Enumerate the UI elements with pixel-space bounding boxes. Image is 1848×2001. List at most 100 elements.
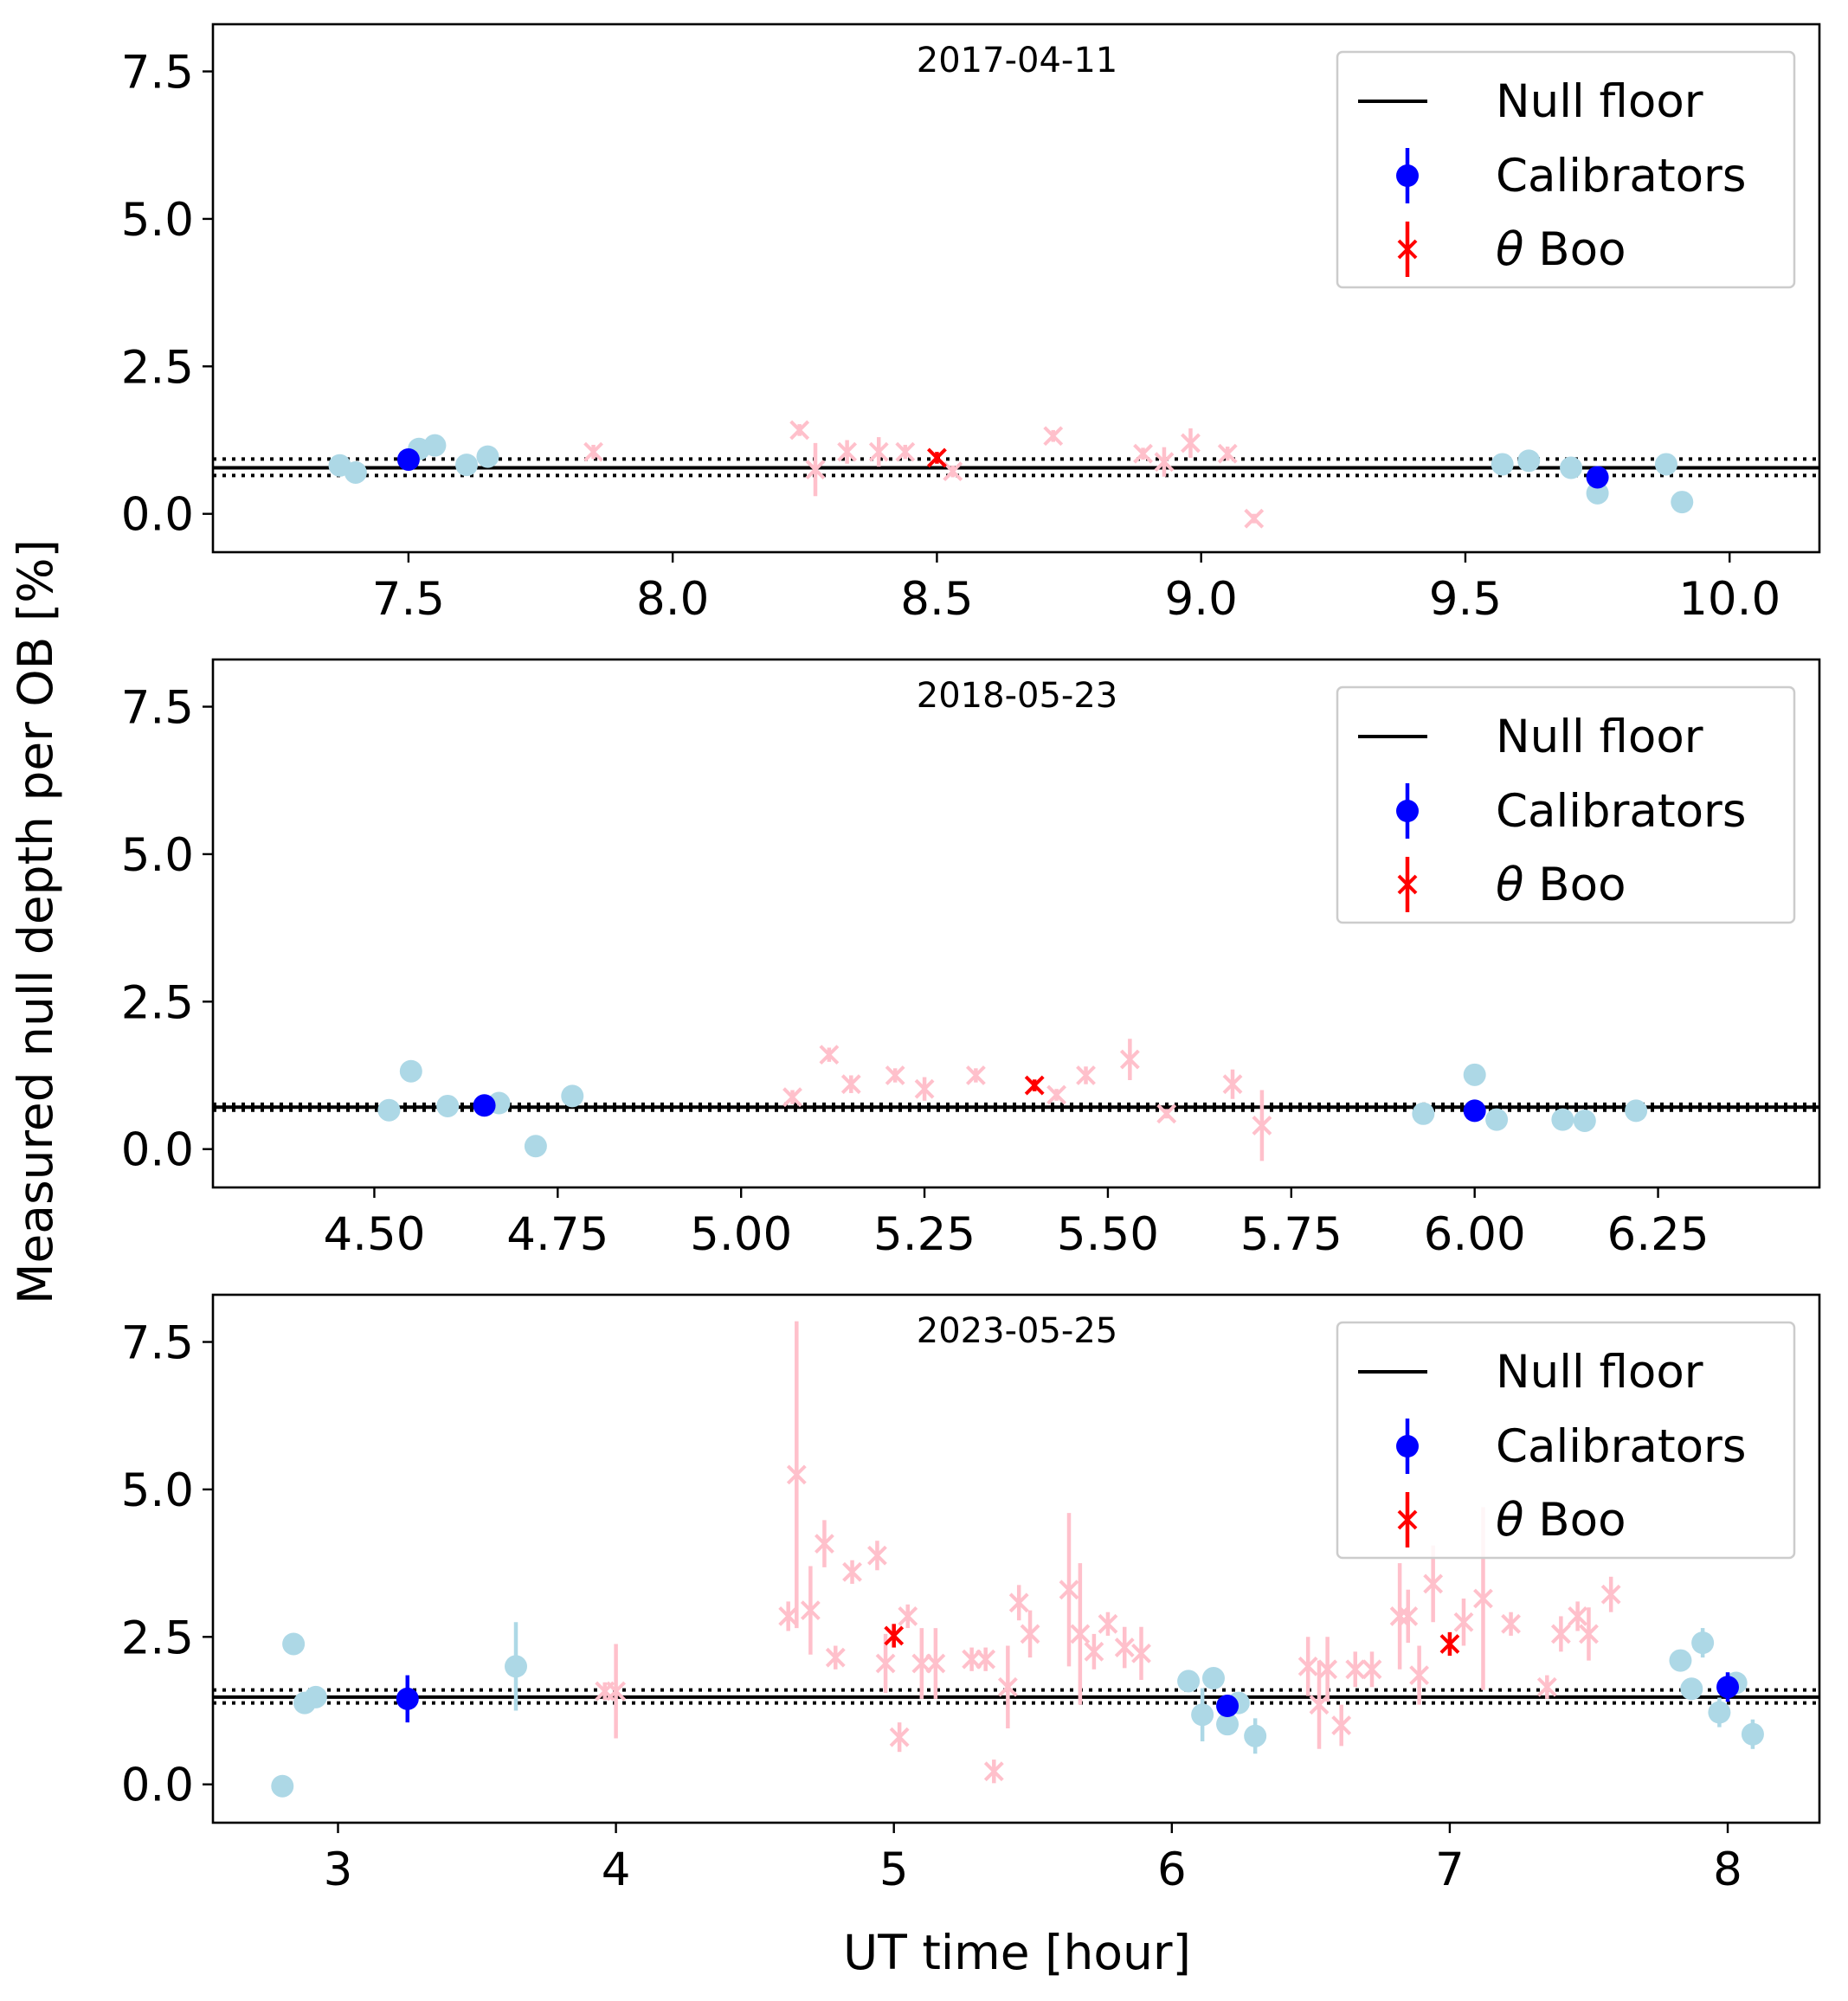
target-ob-point [1309, 1695, 1330, 1715]
calibrator-ob-point [505, 1655, 528, 1678]
calibrator-ob-point [1485, 1108, 1509, 1131]
legend-label-theta-symbol: θ [1496, 223, 1523, 276]
legend-target-swatch [1397, 874, 1418, 895]
target-ob-point [805, 460, 826, 479]
y-tick-label: 0.0 [121, 1124, 194, 1177]
calibrator-ob-point [1560, 456, 1583, 479]
target-ob-point [1043, 426, 1064, 447]
target-ob-point [1345, 1659, 1366, 1680]
calibrator-mean-point [396, 447, 420, 471]
calibrator-ob-point [1463, 1063, 1486, 1086]
axes-frame [211, 658, 1821, 1189]
legend-label-boo: Boo [1523, 859, 1626, 911]
y-tick-label: 2.5 [121, 976, 194, 1029]
target-ob-point [1131, 1643, 1151, 1663]
target-ob-point [815, 1534, 834, 1554]
legend-label-null-floor: Null floor [1496, 1346, 1703, 1399]
target-ob-point [1423, 1573, 1444, 1594]
calibrator-mean-point [1586, 466, 1609, 489]
calibrator-ob-point [1491, 453, 1514, 476]
calibrator-ob-point [1216, 1713, 1240, 1736]
plot-area [213, 1321, 1819, 1798]
y-tick-label: 2.5 [121, 341, 194, 394]
y-tick-label: 7.5 [121, 1317, 194, 1370]
legend-frame [1336, 1321, 1796, 1560]
target-ob-point [1046, 1084, 1067, 1105]
calibrator-ob-point [1517, 449, 1541, 473]
calibrator-mean-point [473, 1094, 496, 1117]
x-tick-label: 5.75 [1240, 1208, 1343, 1261]
calibrator-ob-point [1671, 491, 1694, 514]
legend-label-theta-boo: θ Boo [1496, 859, 1626, 911]
target-ob-point [1070, 1624, 1091, 1644]
target-ob-point [1579, 1624, 1599, 1644]
target-ob-point [1600, 1584, 1621, 1605]
legend-label-boo: Boo [1523, 1494, 1626, 1547]
calibrator-ob-point [1191, 1703, 1214, 1727]
calibrator-ob-point [423, 434, 447, 457]
target-ob-point [842, 1561, 862, 1582]
x-axis-title: UT time [hour] [843, 1925, 1191, 1980]
target-ob-point [1409, 1665, 1430, 1686]
calibrator-ob-point [524, 1135, 547, 1158]
target-ob-point [1550, 1624, 1571, 1644]
target-ob-point [825, 1647, 846, 1668]
target-ob-point [1398, 1606, 1419, 1626]
legend-label-theta-symbol: θ [1496, 859, 1523, 911]
target-ob-point [983, 1761, 1004, 1782]
calibrator-mean-point [1216, 1695, 1240, 1718]
legend-target-swatch [1397, 1509, 1418, 1530]
target-ob-point [1156, 1103, 1177, 1124]
legend: Null floor Calibrators θ Boo [1336, 1321, 1796, 1560]
plot-area [213, 1039, 1819, 1161]
x-tick-label: 4.75 [506, 1208, 608, 1261]
calibrator-ob-point [1669, 1649, 1692, 1672]
calibrator-ob-point [1654, 453, 1677, 476]
legend-label-calibrators: Calibrators [1496, 150, 1746, 203]
x-tick-label: 7.5 [372, 573, 445, 626]
target-mean-point [1024, 1075, 1045, 1096]
target-mean-point [884, 1625, 905, 1646]
target-ob-point [1536, 1676, 1557, 1697]
calibrator-mean-point [1463, 1099, 1486, 1123]
target-ob-point [868, 441, 889, 462]
target-ob-point [840, 1074, 861, 1095]
calibrator-mean-point [396, 1687, 419, 1710]
target-ob-point [1297, 1656, 1318, 1676]
target-ob-point [1389, 1606, 1410, 1626]
target-ob-point [976, 1649, 996, 1670]
calibrator-ob-point [1244, 1724, 1267, 1747]
target-ob-point [789, 420, 810, 441]
target-ob-point [1362, 1659, 1382, 1680]
target-ob-point [1217, 443, 1238, 464]
calibrator-ob-point [455, 454, 479, 477]
axes-frame [211, 23, 1821, 554]
panel-2017: 7.5 8.0 8.5 9.0 9.5 10.0 0.0 2.5 5.0 7.5 2017-04-1… [121, 23, 1821, 626]
calibrator-ob-point [304, 1685, 327, 1708]
legend-label-null-floor: Null floor [1496, 711, 1703, 763]
calibrator-ob-point [1625, 1099, 1648, 1123]
target-ob-point [914, 1078, 935, 1099]
target-mean-point [927, 447, 947, 468]
calibrator-ob-point [1741, 1722, 1764, 1746]
plot-area [213, 420, 1819, 529]
target-ob-point [885, 1065, 905, 1085]
legend-target-swatch [1397, 239, 1418, 260]
target-ob-point [606, 1681, 627, 1702]
target-ob-point [1084, 1641, 1104, 1662]
target-ob-point [889, 1727, 910, 1747]
y-tick-label: 5.0 [121, 194, 194, 247]
legend-label-calibrators: Calibrators [1496, 1420, 1746, 1473]
y-tick-label: 7.5 [121, 47, 194, 100]
calibrator-ob-point [271, 1774, 294, 1798]
x-tick-label: 5.00 [690, 1208, 792, 1261]
target-ob-point [786, 1464, 807, 1485]
x-tick-label: 9.5 [1429, 573, 1502, 626]
x-tick-label: 6.25 [1607, 1208, 1710, 1261]
target-mean-point [1439, 1634, 1460, 1654]
x-tick-label: 5.50 [1057, 1208, 1159, 1261]
y-tick-label: 7.5 [121, 682, 194, 735]
target-ob-point [800, 1600, 821, 1621]
legend-label-null-floor: Null floor [1496, 75, 1703, 128]
